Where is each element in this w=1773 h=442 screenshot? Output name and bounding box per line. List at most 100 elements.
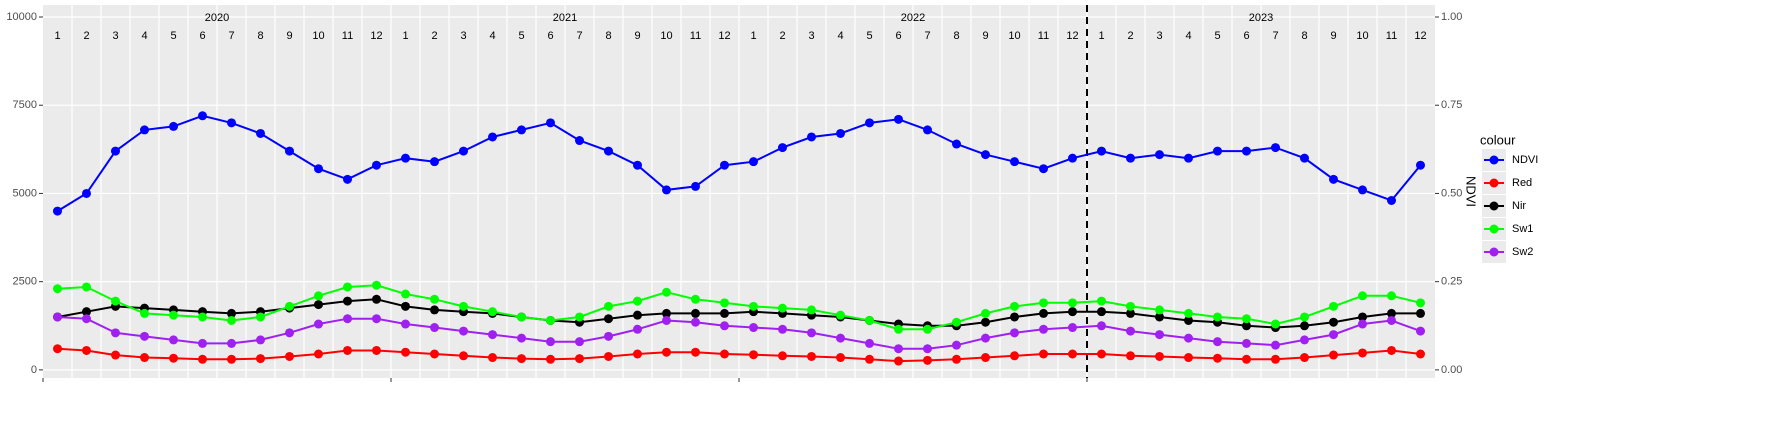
data-point [1184, 315, 1193, 325]
data-point [1010, 351, 1019, 361]
data-point [1271, 340, 1280, 350]
data-point [575, 337, 584, 347]
month-label: 6 [1243, 30, 1249, 42]
series-line [57, 284, 1421, 331]
legend-title: colour [1480, 132, 1516, 147]
data-point [53, 206, 62, 216]
data-point [1242, 321, 1251, 331]
month-label: 5 [170, 30, 176, 42]
month-label: 11 [342, 30, 353, 42]
data-point [1300, 353, 1309, 363]
data-point [517, 125, 526, 135]
month-label: 12 [718, 30, 730, 42]
data-point [604, 301, 613, 311]
data-point [198, 354, 207, 364]
data-point [1010, 328, 1019, 338]
y-tick-label: 0 [31, 364, 37, 376]
data-point [169, 310, 178, 320]
data-point [952, 317, 961, 327]
data-point [1097, 146, 1106, 156]
series-line [56, 114, 1422, 212]
data-point [1184, 333, 1193, 343]
y2-axis-title: NDVI [1464, 176, 1479, 207]
data-point [836, 353, 845, 363]
data-point [401, 289, 410, 299]
data-point [1329, 330, 1338, 340]
data-point [169, 353, 178, 363]
data-point [343, 282, 352, 292]
legend-key [1489, 178, 1499, 188]
year-label: 2021 [553, 12, 577, 24]
data-point [1358, 291, 1367, 301]
legend-label: Sw1 [1512, 223, 1533, 235]
data-point [227, 308, 236, 318]
data-point [1300, 321, 1309, 331]
data-point [111, 328, 120, 338]
data-point [1271, 143, 1280, 153]
data-point [836, 128, 845, 138]
data-point [778, 351, 787, 361]
data-point [372, 314, 381, 324]
data-point [1184, 153, 1193, 163]
data-point [198, 111, 207, 121]
data-point [865, 315, 874, 325]
data-point [633, 160, 642, 170]
data-point [1271, 354, 1280, 364]
data-point [952, 354, 961, 364]
data-point [691, 294, 700, 304]
data-point [140, 353, 149, 363]
y-tick-label: 10000 [6, 11, 37, 23]
data-point [343, 174, 352, 184]
data-point [227, 118, 236, 128]
data-point [1416, 298, 1425, 308]
month-label: 1 [402, 30, 408, 42]
data-point [488, 330, 497, 340]
data-point [1213, 312, 1222, 322]
month-label: 1 [750, 30, 756, 42]
data-point [1387, 308, 1396, 318]
data-point [82, 282, 91, 292]
data-point [343, 314, 352, 324]
month-label: 4 [837, 30, 843, 42]
month-label: 6 [547, 30, 553, 42]
month-label: 8 [257, 30, 263, 42]
data-point [517, 354, 526, 364]
data-point [1358, 319, 1367, 329]
y-tick-label: 5000 [13, 187, 37, 199]
data-point [1242, 314, 1251, 324]
data-point [430, 305, 439, 315]
data-point [1387, 345, 1396, 355]
month-label: 8 [953, 30, 959, 42]
data-point [1416, 349, 1425, 359]
month-label: 9 [982, 30, 988, 42]
data-point [1213, 353, 1222, 363]
legend-key [1489, 201, 1499, 211]
data-point [1010, 312, 1019, 322]
series-line [57, 347, 1421, 363]
data-point [778, 143, 787, 153]
data-point [169, 121, 178, 131]
data-point [256, 128, 265, 138]
month-label: 7 [576, 30, 582, 42]
data-point [1039, 298, 1048, 308]
month-label: 10 [660, 30, 672, 42]
data-point [720, 349, 729, 359]
data-point [198, 338, 207, 348]
data-point [1416, 308, 1425, 318]
month-label: 7 [228, 30, 234, 42]
data-point [894, 356, 903, 366]
data-point [1097, 321, 1106, 331]
data-point [314, 300, 323, 310]
data-point [459, 146, 468, 156]
month-label: 3 [1156, 30, 1162, 42]
data-point [256, 335, 265, 345]
data-point [111, 350, 120, 360]
month-label: 10 [312, 30, 324, 42]
data-point [459, 351, 468, 361]
month-label: 11 [1386, 30, 1397, 42]
month-label: 2 [779, 30, 785, 42]
data-point [53, 312, 62, 322]
data-point [517, 333, 526, 343]
data-point [285, 301, 294, 311]
data-point [749, 157, 758, 167]
